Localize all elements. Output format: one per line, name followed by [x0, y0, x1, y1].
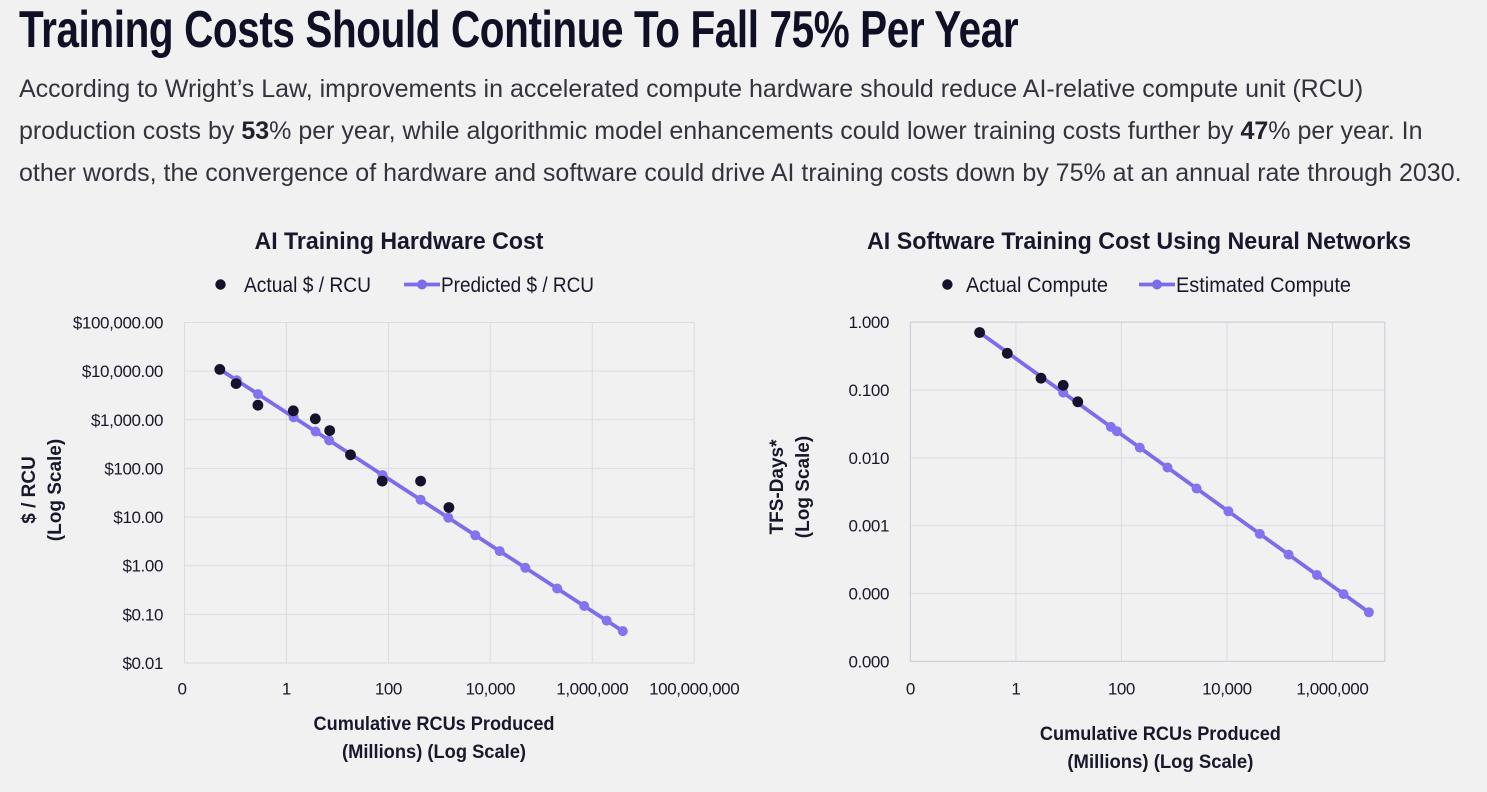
svg-text:(Log Scale): (Log Scale) [793, 436, 814, 538]
svg-text:AI Training Hardware Cost: AI Training Hardware Cost [255, 228, 544, 255]
svg-text:Estimated Compute: Estimated Compute [1176, 274, 1351, 297]
svg-text:100: 100 [1108, 680, 1135, 699]
svg-text:Cumulative RCUs Produced: Cumulative RCUs Produced [314, 713, 555, 735]
svg-text:$1,000.00: $1,000.00 [91, 411, 163, 430]
svg-text:0.001: 0.001 [848, 517, 889, 536]
svg-text:0: 0 [906, 680, 915, 699]
svg-text:1: 1 [282, 680, 291, 699]
svg-text:$100.00: $100.00 [104, 459, 163, 478]
svg-text:100,000,000: 100,000,000 [649, 680, 739, 699]
svg-text:1.000: 1.000 [848, 313, 889, 332]
svg-text:0.000: 0.000 [848, 585, 889, 604]
svg-text:1: 1 [1011, 680, 1020, 699]
svg-text:$100,000.00: $100,000.00 [73, 314, 163, 333]
svg-text:Cumulative RCUs Produced: Cumulative RCUs Produced [1040, 723, 1281, 745]
svg-text:100: 100 [375, 680, 402, 699]
svg-text:(Millions) (Log Scale): (Millions) (Log Scale) [342, 741, 526, 763]
svg-text:Predicted $ / RCU: Predicted $ / RCU [441, 274, 594, 297]
svg-text:0.000: 0.000 [848, 652, 889, 671]
svg-text:$ / RCU: $ / RCU [19, 456, 40, 524]
svg-text:0.100: 0.100 [848, 381, 889, 400]
svg-text:TFS-Days*: TFS-Days* [767, 439, 788, 535]
svg-text:Actual Compute: Actual Compute [966, 274, 1108, 297]
svg-text:$0.01: $0.01 [122, 654, 163, 673]
svg-text:0: 0 [177, 680, 186, 699]
svg-text:(Log Scale): (Log Scale) [45, 439, 66, 541]
svg-text:$1.00: $1.00 [122, 557, 163, 576]
svg-text:Actual $ / RCU: Actual $ / RCU [244, 274, 371, 297]
svg-text:AI Software Training Cost Usin: AI Software Training Cost Using Neural N… [867, 228, 1411, 255]
svg-text:0.010: 0.010 [848, 449, 889, 468]
svg-text:10,000: 10,000 [1202, 680, 1252, 699]
svg-text:1,000,000: 1,000,000 [1296, 680, 1368, 699]
svg-text:1,000,000: 1,000,000 [556, 680, 628, 699]
svg-text:$10,000.00: $10,000.00 [82, 362, 163, 381]
svg-text:$0.10: $0.10 [122, 605, 163, 624]
svg-text:(Millions) (Log Scale): (Millions) (Log Scale) [1067, 751, 1253, 773]
svg-text:$10.00: $10.00 [113, 508, 163, 527]
svg-text:10,000: 10,000 [465, 680, 515, 699]
